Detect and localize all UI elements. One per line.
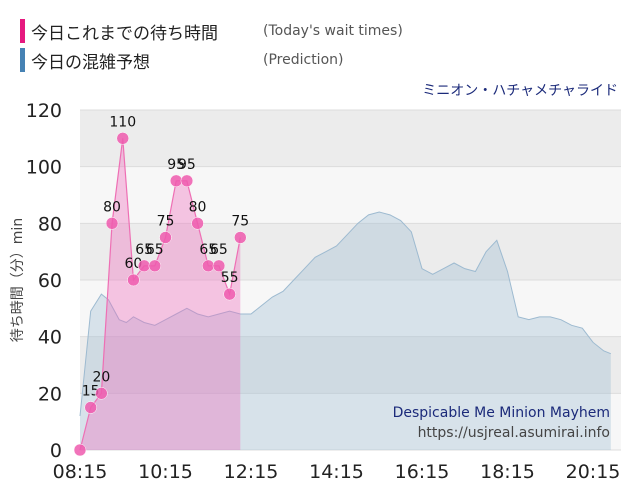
today-point xyxy=(223,287,236,301)
y-tick-label: 80 xyxy=(38,213,62,235)
y-tick-label: 20 xyxy=(38,383,62,405)
today-point-label: 80 xyxy=(189,199,207,215)
today-point-label: 65 xyxy=(135,242,153,258)
prediction-area xyxy=(80,212,611,450)
today-point-label: 95 xyxy=(178,157,196,173)
legend-prediction-swatch xyxy=(20,48,25,72)
today-point-label: 55 xyxy=(221,270,239,286)
today-point xyxy=(234,231,247,244)
today-point-label: 60 xyxy=(125,256,143,272)
today-point xyxy=(180,174,194,188)
today-point-label: 75 xyxy=(231,214,249,230)
x-tick-label: 10:15 xyxy=(138,461,193,483)
x-tick-label: 14:15 xyxy=(309,461,364,483)
legend-today: 今日これまでの待ち時間 (Today's wait times) xyxy=(20,18,403,44)
today-point-label: 65 xyxy=(146,242,164,258)
y-tick-label: 0 xyxy=(50,440,62,462)
today-point-label: 95 xyxy=(167,157,185,173)
today-point-label: 15 xyxy=(82,384,100,400)
today-area xyxy=(80,138,241,451)
today-point-label: 20 xyxy=(92,369,110,385)
today-point xyxy=(148,259,162,273)
today-point xyxy=(95,387,108,400)
today-point-label: 110 xyxy=(109,114,136,130)
y-tick-label: 100 xyxy=(26,157,62,179)
today-point xyxy=(116,132,129,145)
y-tick-label: 40 xyxy=(38,327,62,349)
legend-today-sub: (Today's wait times) xyxy=(263,23,403,39)
x-tick-label: 16:15 xyxy=(395,461,450,483)
attraction-title-en: Despicable Me Minion Mayhem xyxy=(393,405,610,421)
plot-band xyxy=(80,336,621,394)
today-point xyxy=(127,273,140,287)
legend-prediction: 今日の混雑予想 (Prediction) xyxy=(20,47,343,73)
today-point xyxy=(202,259,215,273)
legend-today-swatch xyxy=(20,19,25,43)
today-point xyxy=(169,174,183,188)
today-point-label: 80 xyxy=(103,199,121,215)
y-tick-label: 120 xyxy=(26,100,62,122)
today-point xyxy=(105,217,119,230)
legend-today-label: 今日これまでの待ち時間 xyxy=(31,23,218,44)
y-tick-label: 60 xyxy=(38,270,62,292)
today-point xyxy=(73,443,87,457)
today-point xyxy=(159,231,172,244)
source-url: https://usjreal.asumirai.info xyxy=(418,425,610,441)
legend-prediction-label: 今日の混雑予想 xyxy=(31,52,150,73)
today-point-label: 65 xyxy=(210,242,228,258)
y-axis-title: 待ち時間（分）min xyxy=(10,218,26,342)
attraction-title-jp: ミニオン・ハチャメチャライド xyxy=(422,83,618,99)
legend-prediction-sub: (Prediction) xyxy=(263,52,344,68)
x-tick-label: 12:15 xyxy=(224,461,279,483)
today-point-label: 65 xyxy=(199,242,217,258)
prediction-line xyxy=(79,211,611,417)
today-point xyxy=(137,259,151,273)
x-tick-label: 18:15 xyxy=(480,461,535,483)
plot-band xyxy=(80,223,621,280)
x-tick-label: 20:15 xyxy=(566,461,621,483)
x-tick-label: 08:15 xyxy=(53,461,108,483)
plot-band xyxy=(80,110,621,167)
today-point xyxy=(191,217,204,230)
today-point-label: 75 xyxy=(157,214,175,230)
today-point xyxy=(212,259,226,273)
today-point xyxy=(84,401,97,414)
